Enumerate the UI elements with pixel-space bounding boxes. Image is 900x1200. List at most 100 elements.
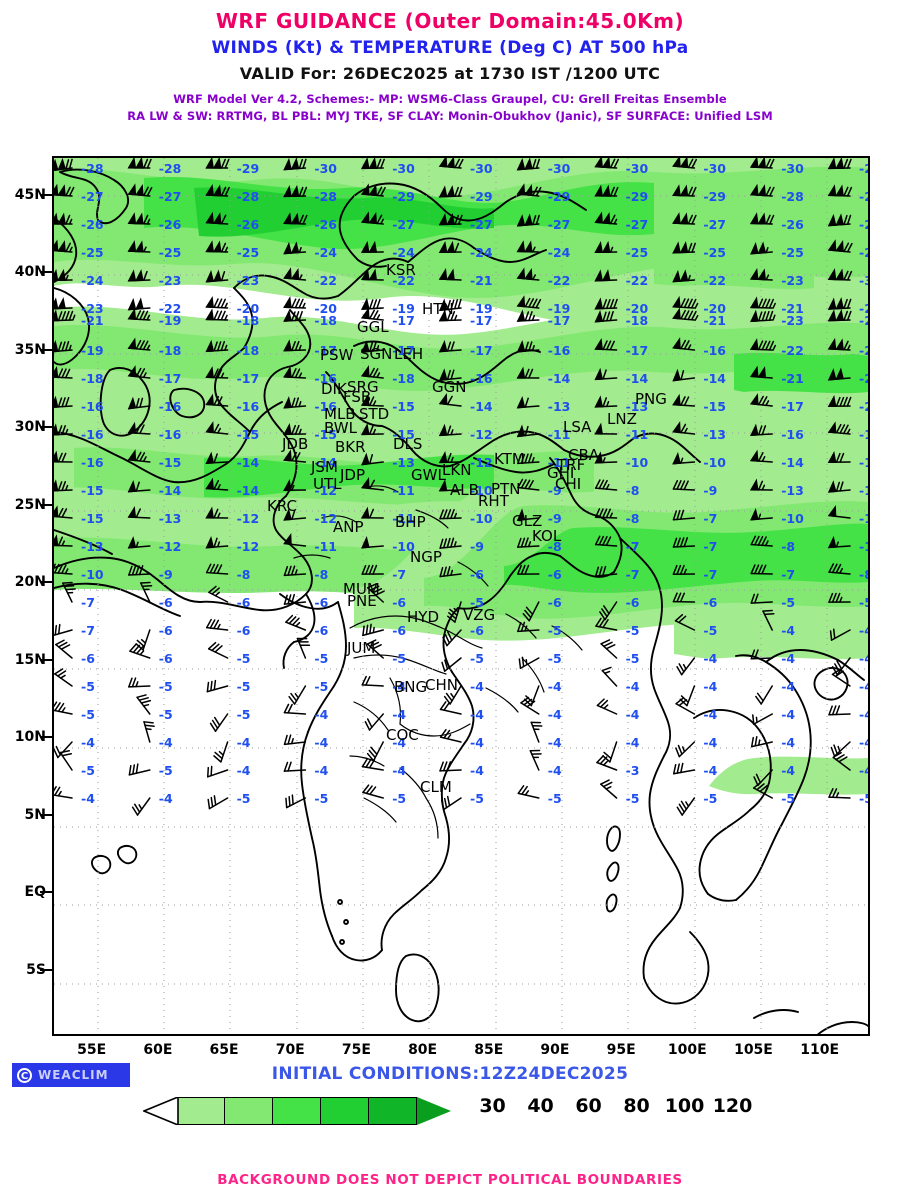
wind-barb (672, 393, 696, 407)
temperature-value: -8 (314, 567, 328, 582)
temperature-value: -12 (470, 455, 493, 470)
temperature-value: -11 (392, 483, 415, 498)
temperature-value: -28 (859, 189, 868, 204)
temperature-value: -17 (781, 399, 804, 414)
wind-barb (516, 508, 540, 522)
temperature-value: -4 (314, 763, 328, 778)
temperature-value: -4 (159, 791, 173, 806)
station-label: STD (359, 405, 389, 423)
map-frame[interactable]: -28 -28 -29 -30 -30 -30 -30 -30 -30 -30 -29 -27 -27 -… (52, 156, 870, 1036)
colorbar-under-arrow (143, 1097, 178, 1125)
wind-barb (750, 649, 773, 660)
temperature-value: -15 (392, 427, 415, 442)
station-label: PNG (635, 390, 667, 408)
temperature-value: -4 (626, 735, 640, 750)
temperature-value: -4 (314, 707, 328, 722)
wind-barb (516, 295, 542, 309)
wind-barb (361, 564, 384, 575)
station-label: ALB (450, 481, 479, 499)
wind-barb (54, 450, 73, 463)
wind-barb (361, 536, 384, 549)
temperature-value: -26 (781, 217, 804, 232)
map-panel[interactable]: -28 -28 -29 -30 -30 -30 -30 -30 -30 -30 -29 -27 -27 -… (52, 156, 870, 1036)
temperature-value: -11 (548, 455, 571, 470)
temperature-value: -5 (626, 651, 640, 666)
colorbar-segment[interactable] (225, 1097, 274, 1125)
lat-tick-mark (40, 426, 52, 429)
wind-barb (827, 367, 851, 381)
temperature-value: -6 (314, 595, 328, 610)
wind-barb (749, 338, 777, 351)
colorbar-panel: 30 40 60 80 100 120 (0, 1093, 900, 1127)
station-label: PSW (320, 346, 354, 364)
station-label: JDB (281, 435, 308, 453)
temperature-value: -25 (81, 245, 104, 260)
temperature-value: -11 (314, 539, 337, 554)
lat-tick-mark (40, 348, 52, 351)
temperature-value: -27 (159, 189, 182, 204)
wind-barb (288, 685, 307, 705)
temperature-value: -6 (392, 595, 406, 610)
temperature-value: -27 (859, 217, 868, 232)
windspeed-shading (54, 158, 868, 795)
colorbar-segment[interactable] (177, 1097, 226, 1125)
wind-barb (54, 505, 73, 519)
temperature-value: -30 (626, 161, 649, 176)
wind-barb (127, 396, 151, 410)
wind-barb (54, 423, 73, 436)
station-label: HYD (407, 608, 439, 626)
temperature-value: -20 (314, 301, 337, 316)
wind-barb (296, 637, 311, 659)
lat-tick-mark (40, 581, 52, 584)
wind-barb (54, 786, 73, 799)
temperature-value: -24 (470, 245, 493, 260)
map-canvas: -28 -28 -29 -30 -30 -30 -30 -30 -30 -30 -29 -27 -27 -… (54, 158, 868, 1034)
station-label: KSR (386, 261, 416, 279)
wind-barb (205, 563, 229, 575)
temperature-value: -18 (392, 371, 415, 386)
wind-barb (54, 340, 73, 353)
temperature-value: -28 (781, 189, 804, 204)
colorbar[interactable] (142, 1095, 452, 1127)
colorbar-segment[interactable] (273, 1097, 322, 1125)
coastlines-and-borders (54, 168, 868, 1034)
temperature-value: -4 (859, 651, 868, 666)
wind-barb (205, 506, 229, 519)
wind-barb (829, 628, 851, 641)
temperature-value: -7 (626, 567, 640, 582)
temperature-value: -25 (703, 245, 726, 260)
wind-barb (516, 340, 540, 353)
temperature-value: -5 (859, 595, 868, 610)
wind-barb (205, 269, 229, 283)
wind-barb (516, 240, 540, 253)
temperature-value: -15 (703, 399, 726, 414)
wind-barb (439, 566, 462, 578)
wind-barb (749, 423, 773, 436)
wind-barb (54, 395, 73, 409)
temperature-value: -4 (703, 679, 717, 694)
temperature-value: -5 (470, 595, 484, 610)
station-label: COC (386, 726, 419, 744)
temperature-value: -23 (859, 371, 868, 386)
lat-tick-label: 30N (14, 419, 46, 436)
wind-barb (827, 239, 853, 253)
temperature-value: -16 (548, 343, 571, 358)
colorbar-segment[interactable] (321, 1097, 370, 1125)
wind-barb (517, 478, 540, 491)
wind-barb (594, 367, 618, 381)
station-label: MLB (324, 405, 356, 423)
temperature-value: -10 (859, 539, 868, 554)
colorbar-segment[interactable] (369, 1097, 418, 1125)
temperature-value: -20 (703, 301, 726, 316)
temperature-value: -4 (548, 763, 562, 778)
temperature-value: -4 (626, 707, 640, 722)
temperature-value: -7 (392, 567, 406, 582)
station-label: DLS (393, 435, 422, 453)
wind-barb (832, 751, 851, 771)
temperature-value: -6 (159, 623, 173, 638)
weaclim-logo[interactable]: C WEACLIM (12, 1063, 130, 1087)
wind-barb (205, 211, 229, 225)
model-schemes-line-2: RA LW & SW: RRTMG, BL PBL: MYJ TKE, SF C… (127, 109, 773, 123)
wind-barb (131, 797, 151, 816)
wind-barb (516, 267, 540, 281)
